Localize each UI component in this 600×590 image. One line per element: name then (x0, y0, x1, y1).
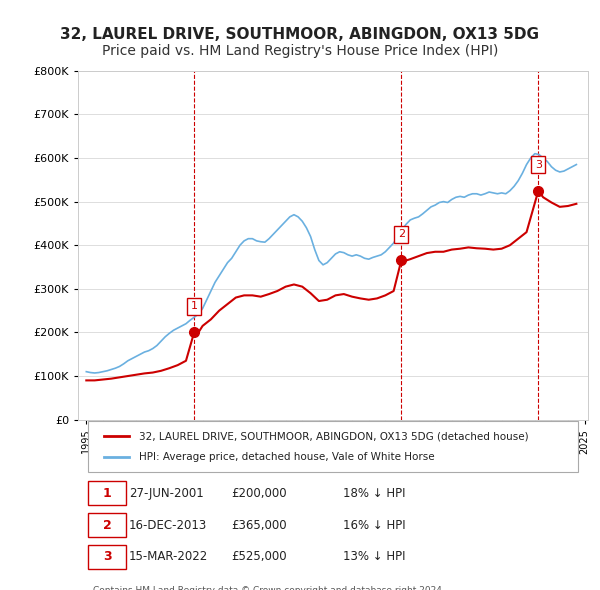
Text: 16-DEC-2013: 16-DEC-2013 (129, 519, 207, 532)
Text: 2: 2 (398, 230, 405, 240)
Text: Price paid vs. HM Land Registry's House Price Index (HPI): Price paid vs. HM Land Registry's House … (102, 44, 498, 58)
Text: 3: 3 (103, 550, 112, 563)
Text: 13% ↓ HPI: 13% ↓ HPI (343, 550, 406, 563)
FancyBboxPatch shape (88, 421, 578, 472)
Text: 3: 3 (535, 159, 542, 169)
Text: £365,000: £365,000 (231, 519, 287, 532)
Text: 2: 2 (103, 519, 112, 532)
FancyBboxPatch shape (88, 481, 127, 505)
Text: HPI: Average price, detached house, Vale of White Horse: HPI: Average price, detached house, Vale… (139, 452, 435, 462)
Text: Contains HM Land Registry data © Crown copyright and database right 2024.
This d: Contains HM Land Registry data © Crown c… (94, 586, 445, 590)
Text: £525,000: £525,000 (231, 550, 287, 563)
Text: 18% ↓ HPI: 18% ↓ HPI (343, 487, 406, 500)
Text: 1: 1 (191, 301, 197, 312)
Text: 16% ↓ HPI: 16% ↓ HPI (343, 519, 406, 532)
FancyBboxPatch shape (88, 545, 127, 569)
Text: 32, LAUREL DRIVE, SOUTHMOOR, ABINGDON, OX13 5DG: 32, LAUREL DRIVE, SOUTHMOOR, ABINGDON, O… (61, 27, 539, 41)
Text: 1: 1 (103, 487, 112, 500)
Text: 15-MAR-2022: 15-MAR-2022 (129, 550, 208, 563)
Text: £200,000: £200,000 (231, 487, 287, 500)
Text: 32, LAUREL DRIVE, SOUTHMOOR, ABINGDON, OX13 5DG (detached house): 32, LAUREL DRIVE, SOUTHMOOR, ABINGDON, O… (139, 431, 529, 441)
FancyBboxPatch shape (88, 513, 127, 537)
Text: 27-JUN-2001: 27-JUN-2001 (129, 487, 204, 500)
